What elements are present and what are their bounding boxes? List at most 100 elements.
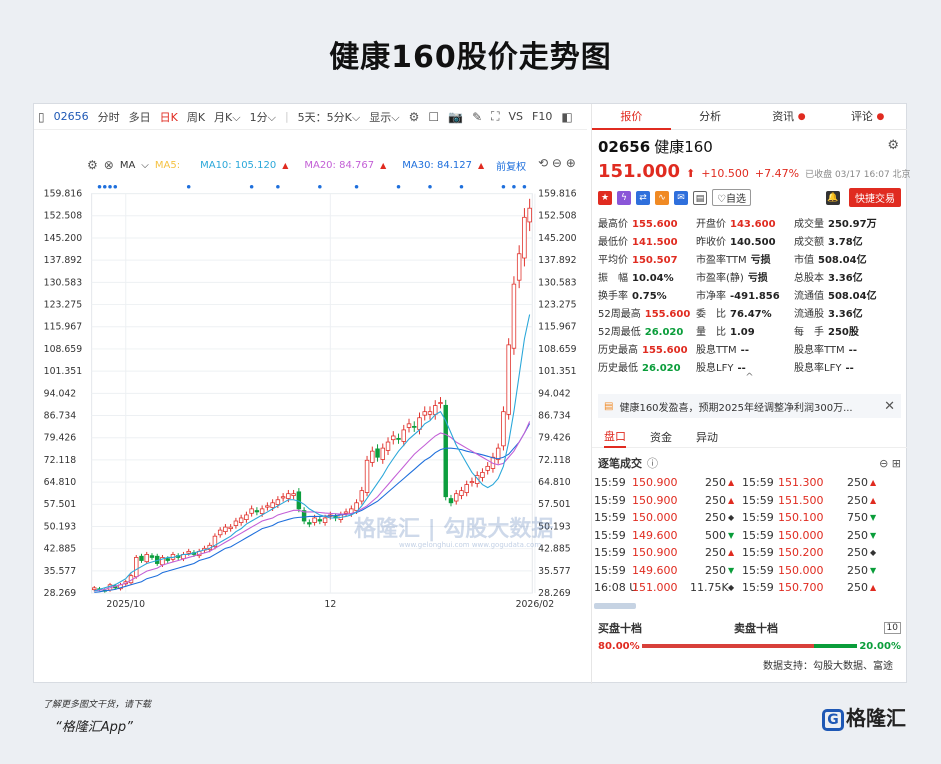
levels-button[interactable]: 10 bbox=[883, 621, 901, 634]
watchlist-button[interactable]: ♡自选 bbox=[712, 189, 751, 206]
stats-grid: 最高价 155.600 开盘价 143.600 成交量 250.97万 最低价 141.500… bbox=[592, 215, 907, 374]
tab-orderbook[interactable]: 盘口 bbox=[604, 426, 626, 448]
tab-funds[interactable]: 资金 bbox=[650, 430, 672, 444]
tab-1min[interactable]: 1分⌵ bbox=[249, 110, 276, 124]
stat-item: 流通股 3.36亿 bbox=[794, 305, 898, 320]
tab-analysis[interactable]: 分析 bbox=[699, 109, 722, 123]
stat-item: 流通值 508.04亿 bbox=[794, 287, 898, 302]
announcement-bar[interactable]: ▤ 健康160发盈喜，预期2025年经调整净利润300万... ✕ bbox=[598, 394, 901, 418]
stat-label: 市净率 bbox=[696, 291, 726, 302]
candle-body bbox=[370, 450, 375, 463]
tab-movement[interactable]: 异动 bbox=[696, 430, 718, 444]
adjust-toggle[interactable]: 前复权 bbox=[496, 161, 527, 173]
stat-value: 76.47% bbox=[730, 309, 772, 320]
tab-weekly-k[interactable]: 周K bbox=[186, 110, 206, 124]
trade-cell: 500 bbox=[705, 528, 726, 542]
stock-card: ▯ 02656 分时 多日 日K 周K 月K⌵ 1分⌵ | 5天：5分K⌵ 显示… bbox=[33, 103, 911, 684]
y-tick-label-left: 57.501 bbox=[44, 499, 77, 510]
shape-icon[interactable]: ☐ bbox=[428, 109, 440, 124]
candle-body bbox=[212, 535, 218, 548]
flag-icon[interactable]: ★ bbox=[598, 190, 612, 205]
zoom-out-icon[interactable]: ⊖ bbox=[551, 156, 562, 170]
trade-cell: 250 bbox=[705, 511, 726, 525]
stat-value: 508.04亿 bbox=[818, 255, 867, 266]
ma30-label: MA30: 84.127 bbox=[402, 159, 472, 171]
stat-value: 亏损 bbox=[747, 273, 768, 284]
y-tick-label-right: 72.118 bbox=[538, 455, 571, 466]
zoom-in-icon[interactable]: ⊕ bbox=[565, 156, 576, 170]
trade-row: 15:59 150.900 250 ▲ 15:59 151.300 250 ▲ bbox=[594, 474, 905, 492]
y-tick-label-left: 86.734 bbox=[44, 410, 77, 421]
trade-cell: 15:59 bbox=[594, 511, 626, 525]
y-tick-label-right: 159.816 bbox=[538, 189, 577, 200]
stat-label: 股息TTM bbox=[696, 345, 737, 356]
pen-icon[interactable]: ✎ bbox=[472, 109, 483, 124]
compare-icon[interactable]: ⇄ bbox=[636, 190, 650, 205]
candle-body bbox=[280, 496, 286, 499]
y-tick-label-left: 123.275 bbox=[44, 299, 83, 310]
stat-value: 155.600 bbox=[642, 345, 688, 356]
tab-monthly-k[interactable]: 月K⌵ bbox=[214, 110, 241, 124]
tab-multiday[interactable]: 多日 bbox=[128, 110, 151, 124]
logo-text: 格隆汇 bbox=[846, 706, 906, 730]
badge-dot: ● bbox=[797, 111, 806, 122]
candle-body bbox=[511, 283, 517, 349]
trend-icon[interactable]: ∿ bbox=[655, 190, 669, 205]
trade-cell: 151.500 bbox=[778, 493, 824, 507]
trade-row: 15:59 150.900 250 ▲ 15:59 151.500 250 ▲ bbox=[594, 492, 905, 510]
candlestick-chart[interactable]: 159.816 159.816 152.508 152.508 145.200 145.2… bbox=[34, 174, 587, 644]
candle-body bbox=[259, 508, 265, 514]
tab-daily-k[interactable]: 日K bbox=[159, 110, 178, 124]
trade-cell: 250 bbox=[847, 581, 868, 595]
y-tick-label-right: 64.810 bbox=[538, 477, 571, 488]
tab-quote[interactable]: 报价 bbox=[592, 104, 671, 130]
tab-5day[interactable]: 5天：5分K⌵ bbox=[297, 110, 361, 124]
stat-item: 股息率TTM -- bbox=[794, 341, 898, 356]
candle-body bbox=[270, 502, 275, 508]
trade-row: 15:59 149.600 250 ▼ 15:59 150.000 250 ▼ bbox=[594, 562, 905, 580]
ma-select[interactable]: MA bbox=[119, 159, 136, 171]
buy-pct: 80.00% bbox=[598, 640, 640, 652]
camera-icon[interactable]: 📷 bbox=[448, 109, 464, 124]
vs-button[interactable]: VS bbox=[508, 110, 524, 123]
bell-icon[interactable]: 🔔 bbox=[826, 190, 840, 205]
x-tick-label: 2026/02 bbox=[516, 599, 555, 610]
quick-trade-button[interactable]: 快捷交易 bbox=[849, 188, 901, 207]
stat-value: -- bbox=[848, 345, 857, 356]
gear-icon[interactable]: ⚙ bbox=[87, 158, 98, 172]
trade-cell: 11.75K bbox=[690, 581, 729, 595]
sidebar-icon[interactable]: ◧ bbox=[561, 109, 573, 124]
display-dropdown[interactable]: 显示⌵ bbox=[369, 110, 400, 124]
direction-dn-icon: ▼ bbox=[728, 530, 735, 540]
trade-cell: 15:59 bbox=[742, 493, 774, 507]
collapse-icon[interactable]: ^ bbox=[745, 372, 754, 383]
tab-news[interactable]: 资讯 ● bbox=[750, 104, 829, 130]
event-marker bbox=[108, 184, 112, 189]
more-icon[interactable]: ⊖ ⊞ bbox=[879, 456, 901, 470]
settings-icon[interactable]: ⚙ bbox=[887, 138, 899, 153]
tab-timeshare[interactable]: 分时 bbox=[97, 110, 120, 124]
info-icon[interactable]: ⓘ bbox=[647, 457, 658, 470]
chevron-down-icon[interactable]: ⌵ bbox=[141, 159, 149, 171]
document-icon[interactable]: ▤ bbox=[693, 190, 707, 205]
f10-button[interactable]: F10 bbox=[532, 110, 553, 123]
stat-label: 市盈率TTM bbox=[696, 255, 747, 266]
scrollbar[interactable] bbox=[594, 602, 636, 609]
candle-body bbox=[139, 555, 144, 561]
undo-icon[interactable]: ⟲ bbox=[538, 156, 549, 170]
lightning-icon[interactable]: ϟ bbox=[617, 190, 631, 205]
chat-icon[interactable]: ✉ bbox=[674, 190, 688, 205]
tab-comments[interactable]: 评论 ● bbox=[828, 104, 907, 130]
stat-label: 振 幅 bbox=[598, 273, 628, 284]
stat-value: -- bbox=[845, 363, 854, 374]
close-icon[interactable]: ✕ bbox=[884, 398, 895, 414]
price-change: +10.500 bbox=[701, 167, 749, 180]
settings-icon[interactable]: ⚙ bbox=[408, 109, 420, 124]
direction-dn-icon: ▼ bbox=[728, 565, 735, 575]
panel-toggle-icon[interactable]: ▯ bbox=[38, 109, 45, 124]
order-ratio: 80.00% 20.00% bbox=[592, 641, 907, 652]
stat-label: 平均价 bbox=[598, 255, 628, 266]
close-icon[interactable]: ⊗ bbox=[103, 158, 114, 172]
fullscreen-icon[interactable]: ⛶ bbox=[491, 109, 500, 123]
candle-body bbox=[249, 508, 254, 514]
